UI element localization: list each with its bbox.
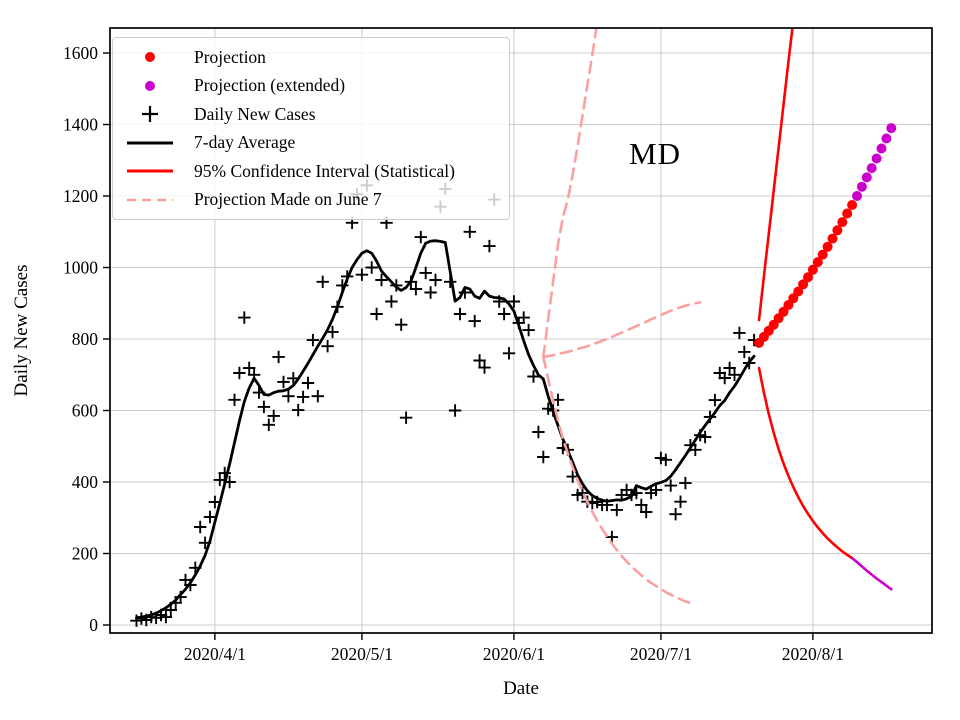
legend-item: Projection Made on June 7 (121, 186, 499, 213)
svg-text:1400: 1400 (63, 115, 98, 135)
legend-label: Projection (extended) (194, 75, 346, 95)
svg-text:2020/8/1: 2020/8/1 (782, 644, 844, 664)
legend-label: 95% Confidence Interval (Statistical) (194, 160, 455, 181)
tick-labels: 2020/4/1 2020/5/1 2020/6/1 2020/7/1 2020/8/1… (63, 43, 844, 664)
y-axis-label: Daily New Cases (11, 265, 32, 397)
svg-text:1600: 1600 (63, 43, 98, 63)
legend-label: Daily New Cases (194, 103, 316, 124)
state-annotation: MD (629, 136, 681, 171)
svg-text:600: 600 (72, 401, 99, 421)
svg-text:1000: 1000 (63, 258, 98, 278)
legend-item: Daily New Cases (121, 101, 499, 128)
svg-text:0: 0 (89, 615, 98, 635)
legend-dot-icon (121, 78, 179, 94)
legend-dot-icon (121, 49, 179, 65)
legend-plus-icon (121, 106, 179, 123)
legend-item: 7-day Average (121, 129, 499, 156)
legend-item: 95% Confidence Interval (Statistical) (121, 158, 499, 185)
svg-text:1200: 1200 (63, 186, 98, 206)
svg-text:200: 200 (72, 543, 99, 563)
svg-text:2020/4/1: 2020/4/1 (184, 644, 246, 664)
legend-line-icon (121, 163, 179, 179)
legend-dashed-icon (121, 192, 179, 208)
axis-ticks (103, 52, 814, 640)
legend-line-icon (121, 135, 179, 151)
legend-item: Projection (extended) (121, 72, 499, 99)
svg-text:2020/6/1: 2020/6/1 (483, 644, 545, 664)
legend-label: Projection (194, 46, 266, 67)
svg-text:800: 800 (72, 329, 99, 349)
legend-label: 7-day Average (194, 132, 296, 152)
legend: Projection Projection (extended) Daily New… (112, 37, 510, 220)
svg-text:2020/7/1: 2020/7/1 (630, 644, 692, 664)
legend-item: Projection (121, 44, 499, 71)
axes-spines (109, 27, 933, 634)
svg-text:400: 400 (72, 472, 99, 492)
legend-label: Projection Made on June 7 (194, 189, 382, 209)
svg-text:2020/5/1: 2020/5/1 (331, 644, 393, 664)
data-series (130, 28, 897, 627)
x-axis-label: Date (503, 678, 539, 699)
